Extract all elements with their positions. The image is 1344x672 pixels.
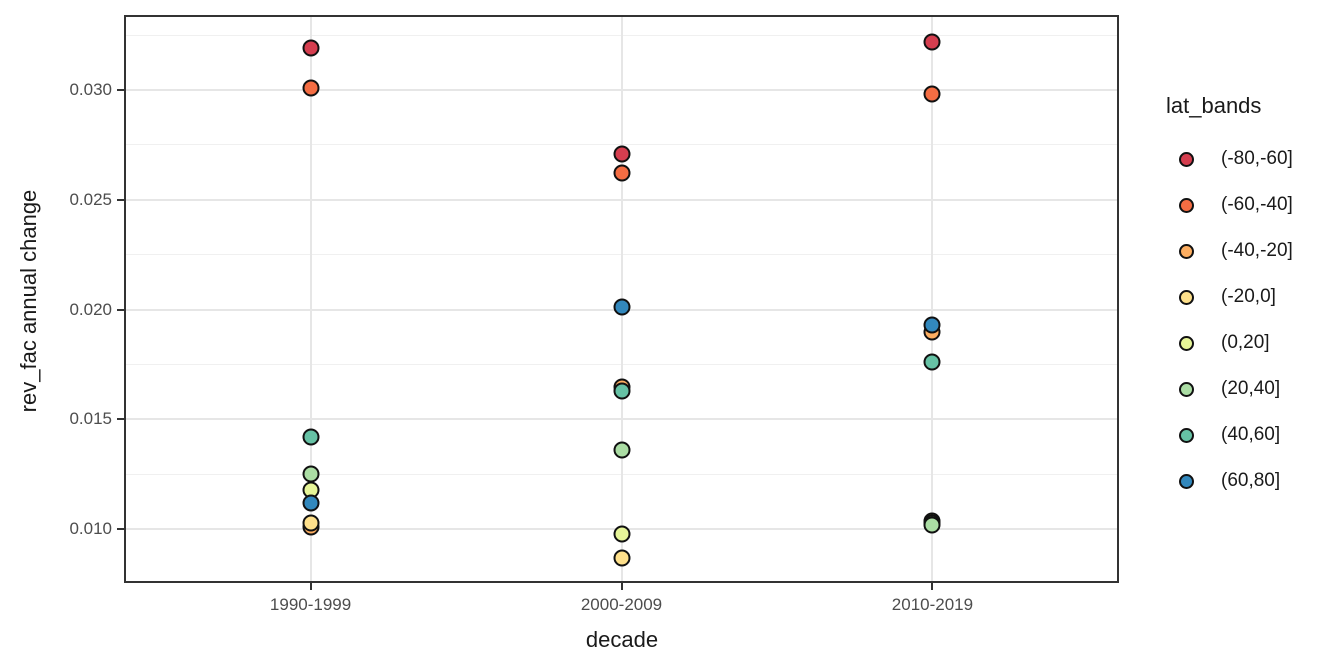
data-point bbox=[613, 382, 630, 400]
data-point bbox=[613, 441, 630, 459]
legend-item: (20,40] bbox=[1163, 377, 1343, 401]
x-tick-label: 2010-2019 bbox=[891, 595, 974, 614]
data-point bbox=[923, 85, 941, 103]
x-axis-tick bbox=[309, 583, 312, 590]
y-axis-tick bbox=[117, 528, 124, 531]
legend-item: (0,20] bbox=[1163, 331, 1343, 355]
x-axis-tick bbox=[620, 583, 623, 590]
legend-item: (40,60] bbox=[1163, 423, 1343, 447]
legend-key-dot bbox=[1179, 289, 1194, 305]
legend-key-dot bbox=[1179, 197, 1194, 213]
legend-item-label: (-20,0] bbox=[1221, 286, 1276, 307]
x-axis-tick bbox=[931, 583, 934, 590]
data-point bbox=[302, 514, 320, 532]
legend-item: (-80,-60] bbox=[1163, 147, 1343, 171]
legend-key-dot bbox=[1179, 335, 1194, 351]
legend-item-label: (20,40] bbox=[1221, 378, 1281, 399]
legend-item-label: (-40,-20] bbox=[1221, 240, 1293, 261]
legend-item-label: (0,20] bbox=[1221, 332, 1270, 353]
y-tick-label: 0.010 bbox=[69, 519, 112, 539]
data-point bbox=[613, 298, 630, 316]
gridline-major-v bbox=[309, 17, 312, 581]
data-point bbox=[923, 516, 941, 534]
data-point bbox=[613, 164, 630, 182]
legend-item: (-20,0] bbox=[1163, 285, 1343, 309]
legend-key-dot bbox=[1179, 151, 1194, 167]
data-point bbox=[302, 39, 320, 57]
x-tick-label: 2000-2009 bbox=[580, 595, 663, 614]
legend-key-dot bbox=[1179, 473, 1194, 489]
y-tick-label: 0.015 bbox=[69, 409, 112, 429]
legend-item-label: (-80,-60] bbox=[1221, 148, 1293, 169]
legend-items: (-80,-60] (-60,-40] (-40,-20] (-20,0] (0,20]… bbox=[1163, 147, 1343, 493]
legend-item: (-60,-40] bbox=[1163, 193, 1343, 217]
data-point bbox=[302, 79, 320, 97]
x-axis-title: decade bbox=[585, 627, 659, 652]
data-point bbox=[923, 316, 941, 334]
y-axis-title: rev_fac annual change bbox=[16, 189, 41, 413]
y-axis-tick bbox=[117, 89, 124, 91]
y-tick-label: 0.025 bbox=[69, 189, 112, 209]
data-point bbox=[302, 465, 320, 483]
legend-item-label: (40,60] bbox=[1221, 424, 1281, 445]
gridline-major-v bbox=[931, 17, 934, 581]
data-point bbox=[923, 33, 941, 51]
legend-item: (60,80] bbox=[1163, 469, 1343, 493]
legend-title: lat_bands bbox=[1166, 93, 1262, 118]
y-axis-tick bbox=[117, 308, 124, 311]
y-axis-tick bbox=[117, 198, 124, 201]
legend-item-label: (-60,-40] bbox=[1221, 194, 1293, 215]
data-point bbox=[613, 525, 630, 543]
data-point bbox=[302, 494, 320, 512]
legend-item: (-40,-20] bbox=[1163, 239, 1343, 263]
data-point bbox=[613, 549, 630, 567]
legend-key-dot bbox=[1179, 381, 1194, 397]
legend-key-dot bbox=[1179, 427, 1194, 443]
data-point bbox=[613, 145, 630, 163]
data-point bbox=[302, 428, 320, 446]
y-tick-label: 0.030 bbox=[69, 80, 112, 99]
x-tick-label: 1990-1999 bbox=[269, 595, 352, 614]
y-axis-tick bbox=[117, 418, 124, 421]
legend: lat_bands (-80,-60] (-60,-40] (-40,-20] (-2… bbox=[1163, 93, 1343, 493]
legend-key-dot bbox=[1179, 243, 1194, 259]
y-tick-label: 0.020 bbox=[69, 299, 112, 319]
data-point bbox=[923, 353, 941, 371]
legend-item-label: (60,80] bbox=[1221, 470, 1281, 491]
